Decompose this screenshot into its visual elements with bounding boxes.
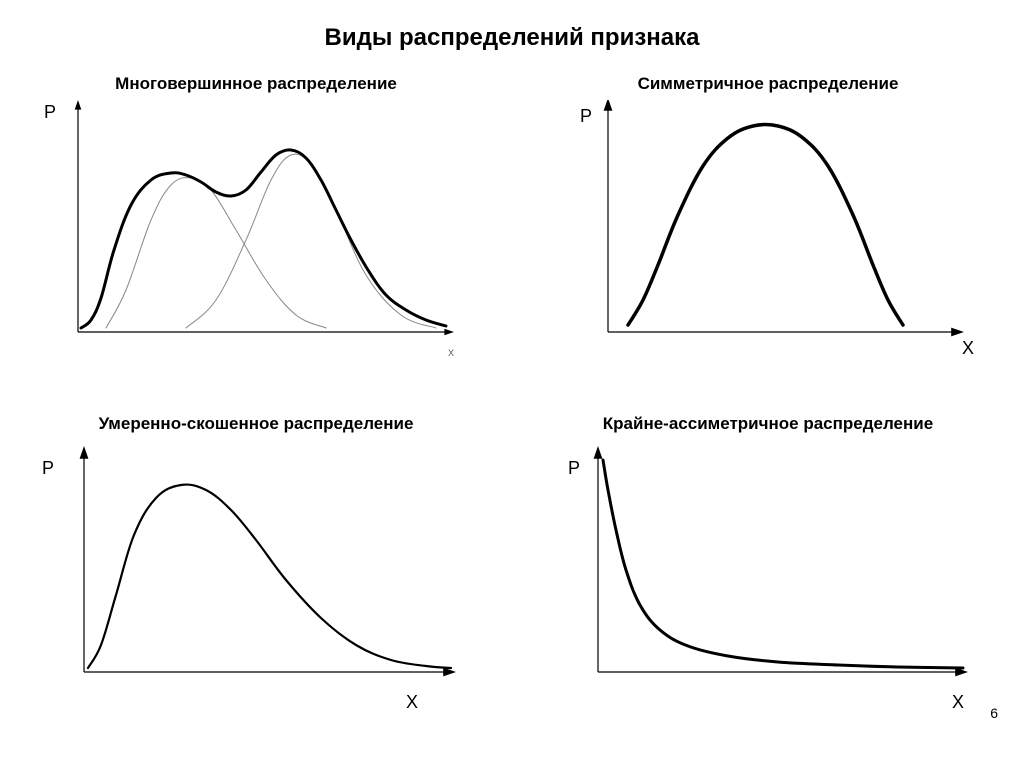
y-axis-label-moderate: P (42, 458, 54, 479)
panel-extreme-asym: Крайне-ассиметричное распределение P X (512, 410, 1024, 750)
panel-moderate-skew-title: Умеренно-скошенное распределение (99, 410, 414, 440)
chart-grid: Многовершинное распределение P X Симметр… (0, 70, 1024, 750)
y-axis-label-extreme: P (568, 458, 580, 479)
panel-symmetric-title: Симметричное распределение (638, 70, 899, 100)
y-axis-label-multimodal: P (44, 102, 56, 123)
chart-symmetric (568, 100, 968, 360)
panel-extreme-asym-title: Крайне-ассиметричное распределение (603, 410, 933, 440)
page-title: Виды распределений признака (0, 0, 1024, 70)
panel-multimodal-title: Многовершинное распределение (115, 70, 397, 100)
page-number: 6 (990, 705, 998, 721)
chart-symmetric-wrap: P X (512, 100, 1024, 410)
x-axis-label-multimodal: X (448, 348, 454, 358)
chart-multimodal-wrap: P X (0, 100, 512, 410)
x-axis-label-symmetric: X (962, 338, 974, 359)
panel-multimodal: Многовершинное распределение P X (0, 70, 512, 410)
x-axis-label-extreme: X (952, 692, 964, 713)
panel-moderate-skew: Умеренно-скошенное распределение P X (0, 410, 512, 750)
chart-moderate-skew (56, 440, 456, 700)
x-axis-label-moderate: X (406, 692, 418, 713)
chart-extreme-asym (568, 440, 968, 700)
panel-symmetric: Симметричное распределение P X (512, 70, 1024, 410)
y-axis-label-symmetric: P (580, 106, 592, 127)
chart-multimodal (56, 100, 456, 360)
chart-moderate-skew-wrap: P X (0, 440, 512, 750)
chart-extreme-asym-wrap: P X (512, 440, 1024, 750)
